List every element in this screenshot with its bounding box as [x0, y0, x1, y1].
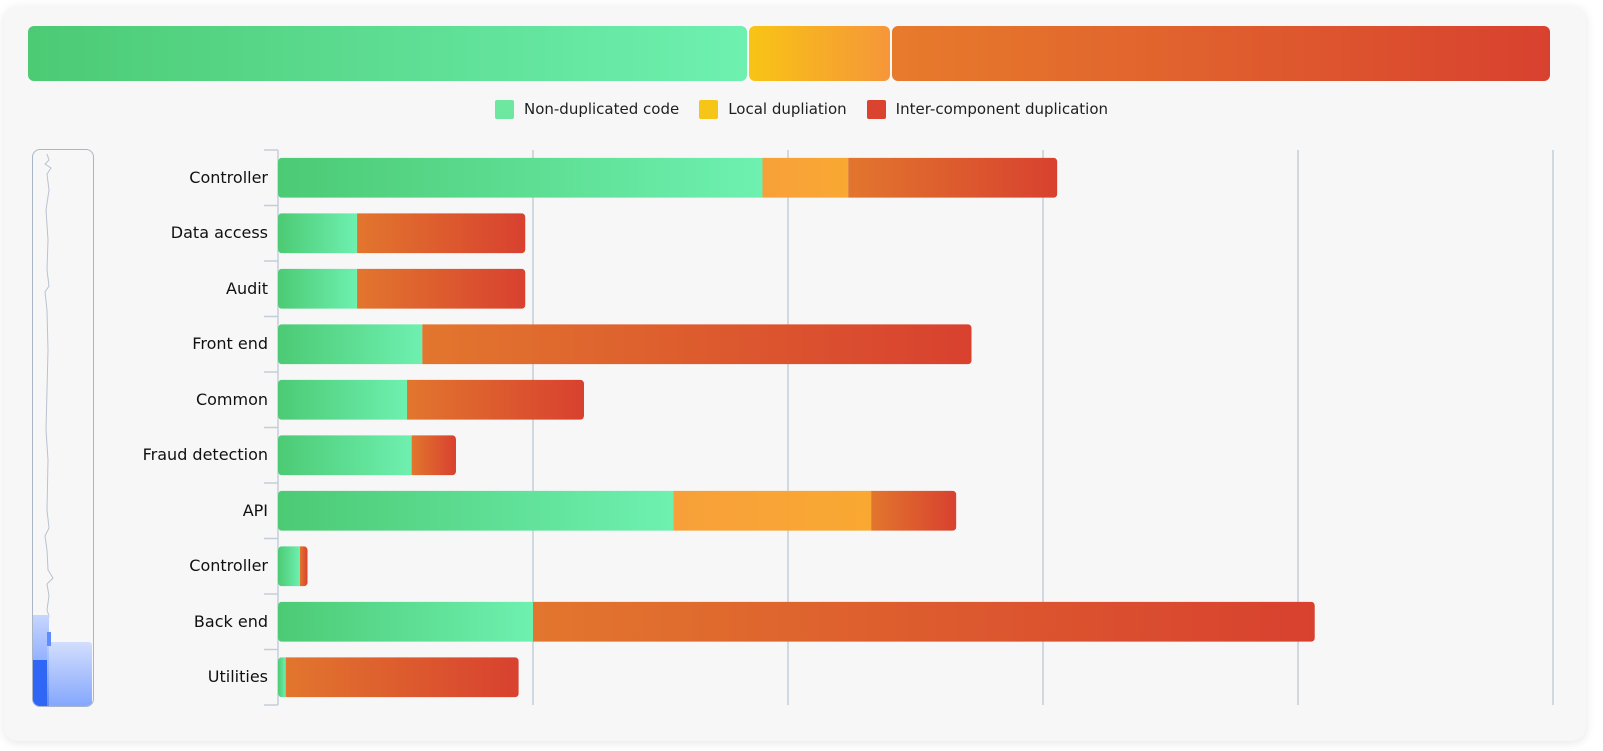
bar-segment-inter-component[interactable] — [285, 657, 519, 698]
category-label: Front end — [192, 334, 268, 354]
legend-label-inter-component: Inter-component duplication — [895, 100, 1109, 118]
category-label: Utilities — [207, 667, 268, 687]
bar-row[interactable] — [278, 324, 972, 365]
legend: Non-duplicated code Local dupliation Int… — [0, 97, 1603, 121]
bar-row[interactable] — [278, 601, 1315, 642]
legend-swatch-non-duplicated — [494, 99, 514, 119]
bar-segment-inter-component[interactable] — [533, 601, 1315, 642]
category-label: Fraud detection — [142, 445, 268, 465]
bar-segment-local[interactable] — [762, 157, 849, 198]
bar-row[interactable] — [278, 213, 526, 254]
summary-segment-local — [749, 26, 890, 81]
minimap-sparkline — [33, 153, 92, 706]
bar-segment-inter-component[interactable] — [848, 157, 1058, 198]
bar-row[interactable] — [278, 490, 957, 531]
bar-segment-inter-component[interactable] — [407, 379, 584, 420]
legend-swatch-local — [699, 99, 719, 119]
category-label: Common — [195, 389, 268, 409]
category-label: Audit — [226, 278, 268, 298]
bar-segment-inter-component[interactable] — [299, 546, 308, 587]
category-label: API — [242, 500, 268, 520]
bar-row[interactable] — [278, 657, 519, 698]
legend-label-non-duplicated: Non-duplicated code — [523, 100, 680, 118]
bar-segment-non-duplicated[interactable] — [278, 324, 423, 365]
category-label: Controller — [189, 556, 268, 576]
legend-item-local[interactable]: Local dupliation — [699, 99, 847, 119]
bar-row[interactable] — [278, 379, 584, 420]
overview-minimap[interactable] — [32, 149, 94, 707]
category-label: Back end — [193, 611, 268, 631]
bar-row[interactable] — [278, 546, 308, 587]
bars — [278, 157, 1315, 698]
summary-segment-inter-component — [891, 26, 1550, 81]
bar-segment-inter-component[interactable] — [422, 324, 972, 365]
bar-segment-non-duplicated[interactable] — [278, 546, 300, 587]
bar-segment-non-duplicated[interactable] — [278, 213, 358, 254]
bar-segment-non-duplicated[interactable] — [278, 157, 763, 198]
legend-swatch-inter-component — [866, 99, 886, 119]
bar-row[interactable] — [278, 268, 526, 309]
bar-segment-inter-component[interactable] — [357, 268, 526, 309]
summary-segment-non-duplicated — [28, 26, 748, 81]
bar-segment-non-duplicated[interactable] — [278, 657, 286, 698]
legend-item-inter-component[interactable]: Inter-component duplication — [866, 99, 1109, 119]
legend-label-local: Local dupliation — [728, 100, 847, 118]
category-label: Controller — [189, 167, 268, 187]
bar-row[interactable] — [278, 157, 1058, 198]
bar-segment-inter-component[interactable] — [871, 490, 957, 531]
bar-segment-non-duplicated[interactable] — [278, 435, 412, 476]
summary-bar — [28, 26, 1552, 81]
bar-row[interactable] — [278, 435, 456, 476]
bar-segment-non-duplicated[interactable] — [278, 601, 533, 642]
bar-segment-inter-component[interactable] — [357, 213, 526, 254]
bar-segment-non-duplicated[interactable] — [278, 490, 674, 531]
bar-segment-local[interactable] — [673, 490, 872, 531]
bar-segment-non-duplicated[interactable] — [278, 268, 358, 309]
bar-segment-inter-component[interactable] — [411, 435, 456, 476]
legend-item-non-duplicated[interactable]: Non-duplicated code — [494, 99, 680, 119]
bar-segment-non-duplicated[interactable] — [278, 379, 408, 420]
category-label: Data access — [170, 223, 268, 243]
